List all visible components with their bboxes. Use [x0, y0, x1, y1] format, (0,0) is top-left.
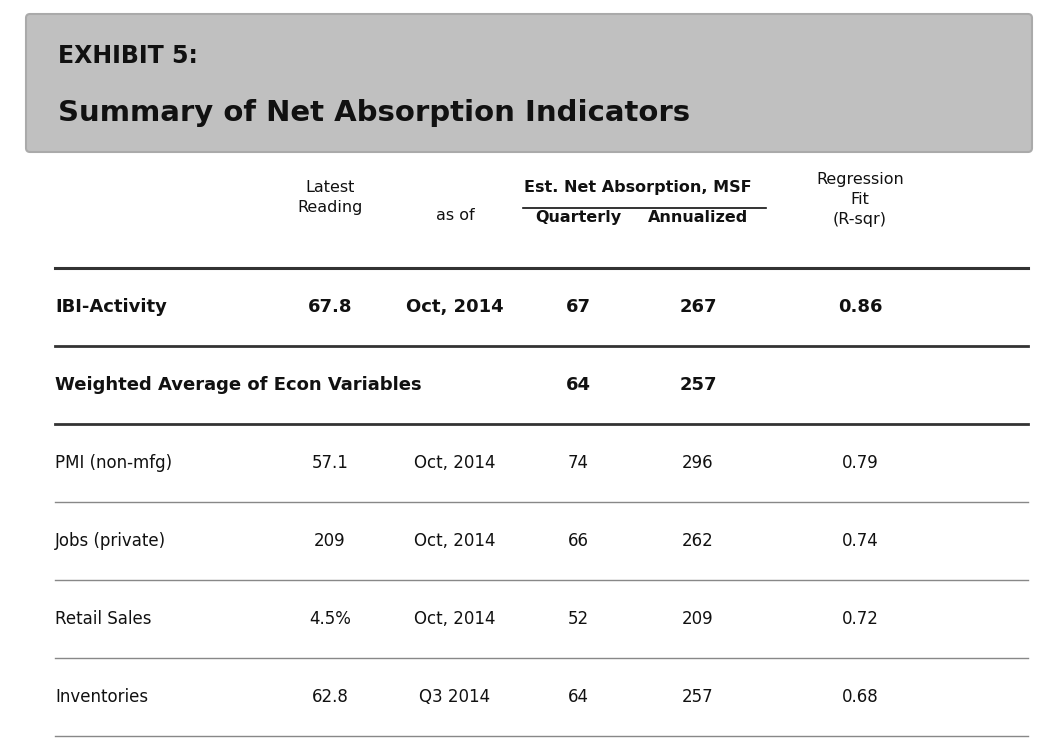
Text: 262: 262 — [682, 532, 714, 550]
Text: Q3 2014: Q3 2014 — [419, 688, 491, 706]
Text: 0.68: 0.68 — [841, 688, 878, 706]
Text: EXHIBIT 5:: EXHIBIT 5: — [58, 44, 198, 68]
Text: 209: 209 — [314, 532, 346, 550]
Text: IBI-Activity: IBI-Activity — [55, 298, 167, 316]
Text: 62.8: 62.8 — [311, 688, 348, 706]
Text: Oct, 2014: Oct, 2014 — [415, 454, 496, 472]
Text: Regression
Fit
(R-sqr): Regression Fit (R-sqr) — [816, 172, 904, 227]
Text: Est. Net Absorption, MSF: Est. Net Absorption, MSF — [524, 180, 752, 195]
Text: 257: 257 — [682, 688, 714, 706]
Text: 57.1: 57.1 — [311, 454, 348, 472]
Text: Oct, 2014: Oct, 2014 — [415, 610, 496, 628]
Text: 209: 209 — [682, 610, 714, 628]
Text: Quarterly: Quarterly — [535, 210, 621, 225]
Text: Weighted Average of Econ Variables: Weighted Average of Econ Variables — [55, 376, 422, 394]
Text: as of: as of — [436, 208, 474, 223]
Text: Oct, 2014: Oct, 2014 — [406, 298, 504, 316]
Text: 64: 64 — [565, 376, 590, 394]
Text: Jobs (private): Jobs (private) — [55, 532, 166, 550]
Text: 64: 64 — [567, 688, 588, 706]
Text: Inventories: Inventories — [55, 688, 148, 706]
Text: Latest
Reading: Latest Reading — [297, 180, 363, 215]
Text: 0.86: 0.86 — [838, 298, 882, 316]
Text: 67.8: 67.8 — [308, 298, 352, 316]
Text: 66: 66 — [567, 532, 588, 550]
Text: 52: 52 — [567, 610, 588, 628]
Text: Annualized: Annualized — [647, 210, 748, 225]
Text: 257: 257 — [679, 376, 716, 394]
Text: 0.79: 0.79 — [841, 454, 878, 472]
Text: 267: 267 — [679, 298, 716, 316]
Text: Summary of Net Absorption Indicators: Summary of Net Absorption Indicators — [58, 99, 690, 127]
Text: Oct, 2014: Oct, 2014 — [415, 532, 496, 550]
Text: 67: 67 — [565, 298, 590, 316]
Text: 0.74: 0.74 — [841, 532, 878, 550]
Text: 74: 74 — [567, 454, 588, 472]
Text: 296: 296 — [682, 454, 714, 472]
Text: 0.72: 0.72 — [841, 610, 878, 628]
FancyBboxPatch shape — [26, 14, 1032, 152]
Text: Retail Sales: Retail Sales — [55, 610, 151, 628]
Text: PMI (non-mfg): PMI (non-mfg) — [55, 454, 172, 472]
Text: 4.5%: 4.5% — [309, 610, 351, 628]
